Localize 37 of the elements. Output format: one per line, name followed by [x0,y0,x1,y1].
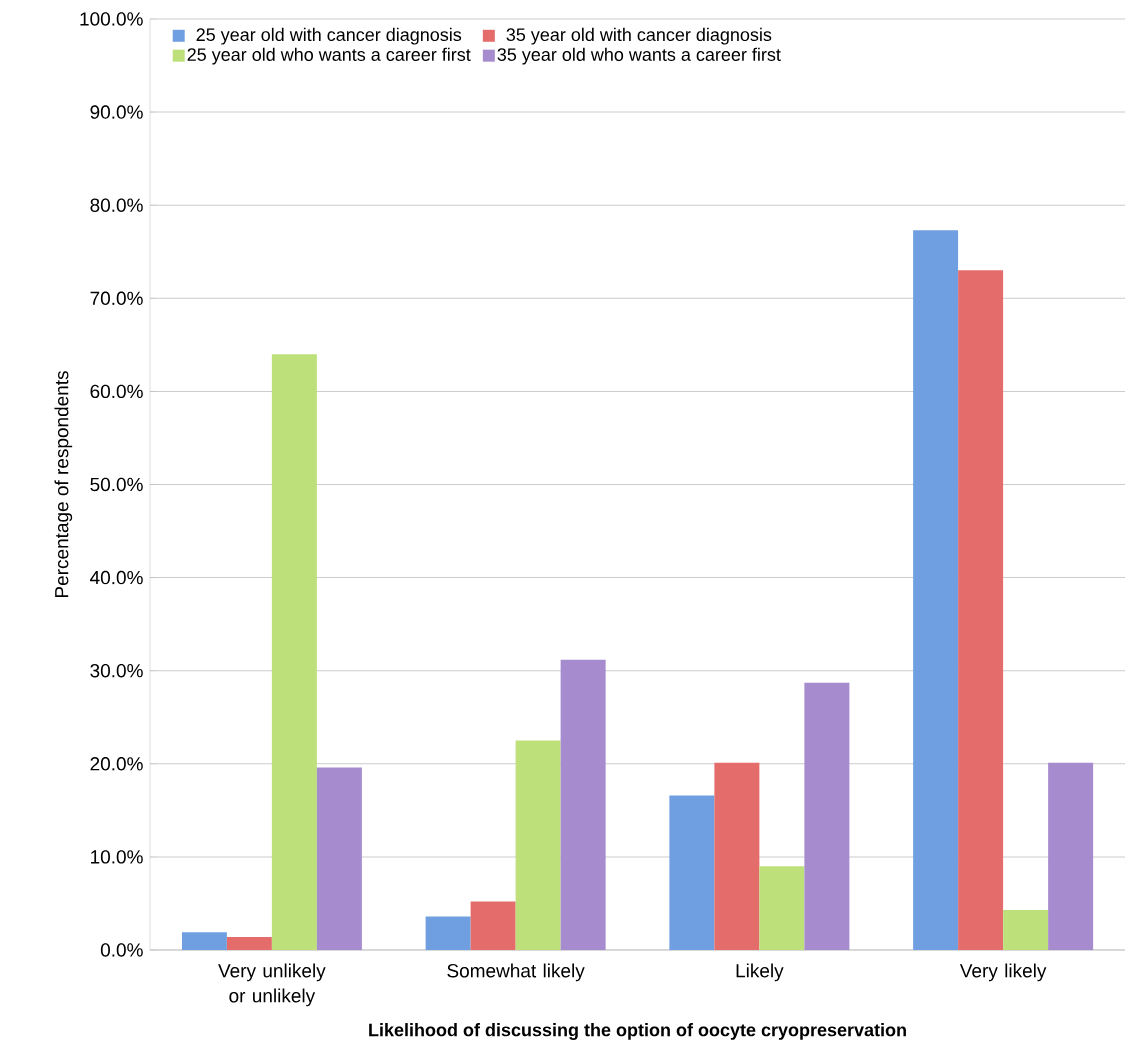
bar [181,932,227,950]
bar [226,936,272,950]
y-tick-label: 100.0% [80,12,143,26]
legend-label: 25 year old who wants a career first [187,47,471,65]
bar [1003,909,1049,950]
bar [515,740,561,950]
bar [669,795,715,950]
legend-label: 35 year old with cancer diagnosis [506,27,772,45]
y-axis-title: Percentage of respondents [54,371,73,598]
y-tick-label: 50.0% [90,477,143,492]
y-tick-label: 80.0% [90,198,143,212]
x-tick-label: Very likely [959,963,1047,982]
bar [804,682,850,950]
y-tick-label: 90.0% [90,105,143,119]
bar [1048,762,1094,950]
y-tick-label: 20.0% [90,757,143,771]
y-tick-label: 30.0% [90,663,143,678]
x-tick-label: Likely [736,963,784,982]
y-tick-label: 60.0% [90,384,143,399]
x-tick-label: Somewhat likely [447,963,585,982]
bar [425,916,471,950]
bar [958,270,1004,950]
bar [913,230,959,950]
bar [759,866,805,950]
bar [560,659,606,950]
bar [470,901,516,950]
bar [714,762,760,950]
y-tick-label: 0.0% [100,943,143,957]
y-tick-label: 40.0% [90,570,143,585]
legend-label: 25 year old with cancer diagnosis [196,27,462,45]
bar [316,767,362,950]
bar [271,354,317,950]
x-tick-label: Very unlikely or unlikely [218,963,326,1007]
legend-label: 35 year old who wants a career first [497,47,781,65]
y-tick-label: 10.0% [91,850,143,864]
x-axis-title: Likelihood of discussing the option of oocyte cryopreservation [369,1023,906,1040]
y-tick-label: 70.0% [90,291,143,306]
